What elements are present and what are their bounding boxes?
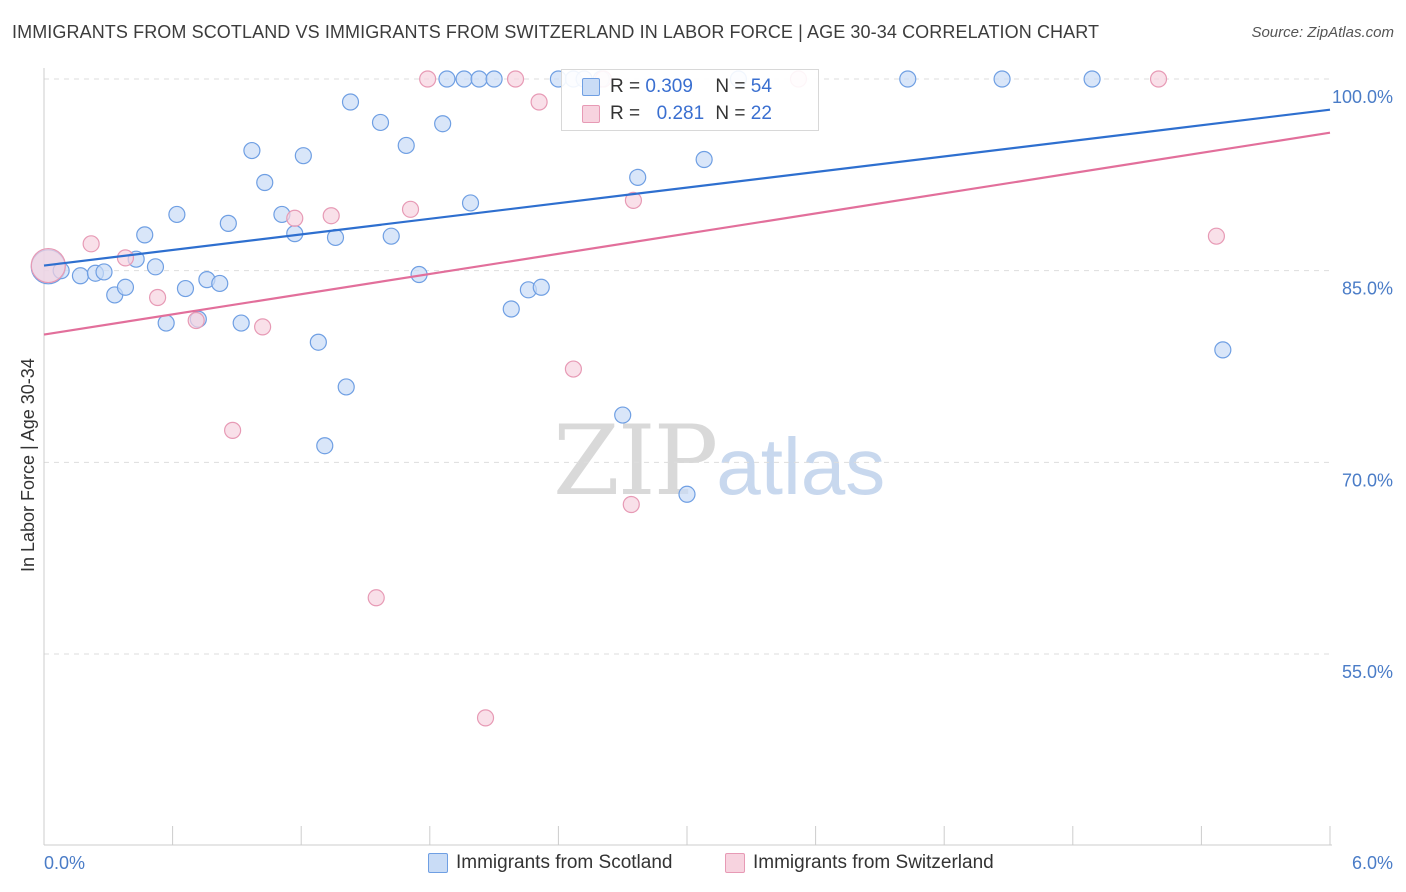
scotland-point [695,150,713,169]
scotland-point [176,279,195,298]
switzerland-point [148,288,167,307]
legend-r-value: 0.281 [656,103,705,124]
scotland-point [397,136,415,155]
legend-r-label: R = [610,76,641,97]
legend-row-scotland: R = 0.309 N = 54 [582,74,772,100]
switzerland-point [419,70,437,88]
watermark-atlas: atlas [716,422,886,511]
scotland-point [438,70,456,88]
y-tick-label: 70.0% [1342,470,1393,490]
scotland-point [1214,341,1232,359]
switzerland-point [622,495,640,514]
switzerland-legend-swatch [725,853,745,873]
switzerland-point [367,589,385,607]
scotland-point [95,263,113,281]
switzerland-point [401,200,420,218]
scotland-point [337,378,355,396]
scotland-point [256,173,274,192]
switzerland-point [286,209,304,227]
switzerland-point [530,93,548,111]
scotland-point [168,205,186,224]
legend-n-label: N = [715,76,746,97]
scotland-point [211,274,229,293]
scotland-point [1083,70,1101,88]
scotland-point [219,214,237,232]
switzerland-point [82,235,100,253]
scotland-point [993,70,1011,88]
legend-row-switzerland: R = 0.281 N = 22 [582,101,772,127]
scotland-point [157,314,175,332]
scotland-point [71,267,90,285]
switzerland-point [116,249,135,267]
scotland-point [461,194,480,212]
scotland-point [434,115,452,133]
switzerland-trend-line [43,131,1331,336]
scotland-point [502,300,520,318]
scotland-point [470,70,488,88]
scotland-point [899,70,917,88]
scotland-point [146,258,165,276]
scotland-point [309,333,327,351]
y-tick-label: 55.0% [1342,662,1393,682]
legend-switzerland-label: Immigrants from Switzerland [753,852,994,873]
switzerland-point [624,191,643,209]
switzerland-swatch [582,105,600,123]
legend-n-value: 22 [750,103,772,124]
switzerland-point [254,318,272,336]
legend-n-label: N = [715,103,746,124]
scotland-point [629,168,647,186]
scotland-point [532,278,550,296]
scotland-point [316,437,334,455]
y-tick-label: 100.0% [1332,87,1393,107]
scotland-point [485,70,503,88]
switzerland-point [187,311,205,330]
x-tick-label: 0.0% [44,853,85,873]
legend-scotland-label: Immigrants from Scotland [456,852,673,873]
scotland-point [243,141,261,160]
scotland-point [341,93,360,111]
switzerland-point [564,360,583,378]
switzerland-point [322,207,340,225]
scotland-point [371,113,390,132]
switzerland-point [1207,227,1226,245]
switzerland-point [1149,70,1168,88]
scotland-swatch [582,78,600,96]
scotland-point [136,226,154,244]
legend-r-label: R = [610,103,641,124]
scotland-point [294,147,312,165]
switzerland-point [224,421,242,439]
scotland-point [614,406,632,424]
series-legend: Immigrants from Scotland Immigrants from… [0,852,1406,878]
chart-title: IMMIGRANTS FROM SCOTLAND VS IMMIGRANTS F… [12,22,1100,42]
scotland-point [116,278,135,296]
source-credit: Source: ZipAtlas.com [1251,24,1394,41]
scotland-point [382,227,400,245]
x-tick-label: 6.0% [1352,853,1393,873]
switzerland-point [476,709,495,727]
legend-n-value: 54 [750,76,772,97]
legend-r-value: 0.309 [645,76,693,97]
scotland-point [455,70,473,88]
scotland-point [678,485,696,503]
scotland-point [232,314,250,332]
scotland-legend-swatch [428,853,448,873]
correlation-legend: R = 0.309 N = 54 R = 0.281 N = 22 [561,69,819,131]
legend-item-switzerland: Immigrants from Switzerland [725,852,994,874]
legend-item-scotland: Immigrants from Scotland [428,852,672,874]
switzerland-point [506,70,525,88]
y-tick-label: 85.0% [1342,279,1393,299]
scotland-trend-line [43,108,1331,267]
